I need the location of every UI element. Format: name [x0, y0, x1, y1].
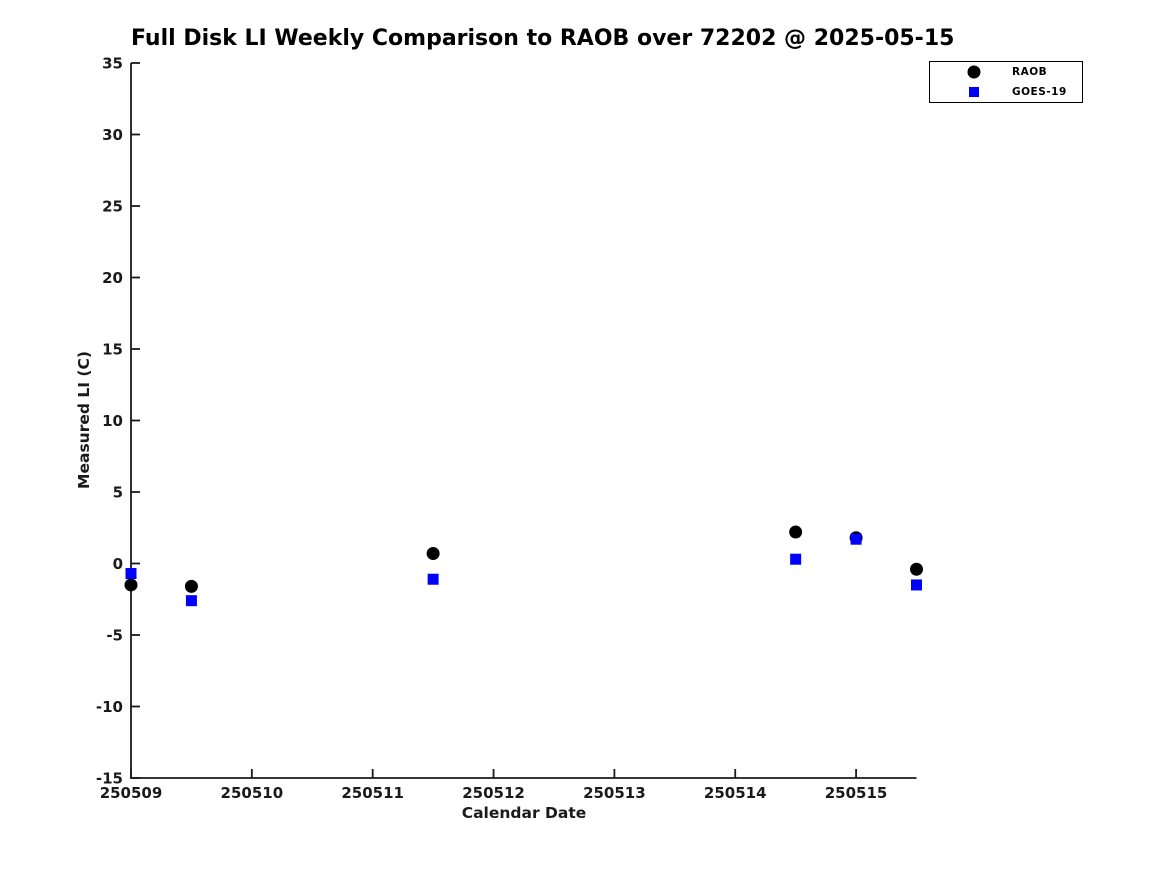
legend-item-raob: RAOB	[930, 62, 1082, 82]
data-point-goes-19	[185, 595, 197, 607]
y-tick-label: -15	[96, 770, 123, 788]
y-tick-label: 30	[102, 126, 123, 144]
y-tick-label: 5	[113, 484, 123, 502]
y-tick-label: 0	[113, 555, 123, 573]
data-point-raob	[910, 562, 923, 576]
goes-19-square-marker-icon	[969, 87, 979, 97]
y-tick-label: 35	[102, 55, 123, 73]
y-tick-label: 25	[102, 198, 123, 216]
data-point-goes-19	[427, 573, 439, 585]
x-axis-label: Calendar Date	[461, 804, 587, 822]
legend-item-goes-19: GOES-19	[930, 82, 1082, 102]
y-tick-label: 15	[102, 341, 123, 359]
data-point-goes-19	[850, 533, 862, 545]
y-tick-label: -10	[96, 698, 123, 716]
y-tick-label: -5	[106, 627, 123, 645]
data-point-goes-19	[911, 579, 922, 591]
x-tick-label: 250515	[825, 784, 888, 802]
raob-circle-marker-icon	[967, 65, 981, 79]
legend-label-raob: RAOB	[1012, 66, 1048, 78]
x-tick-label: 250509	[100, 784, 163, 802]
x-tick-label: 250513	[583, 784, 646, 802]
x-tick-label: 250510	[221, 784, 284, 802]
data-point-raob	[426, 546, 440, 560]
chart-title: Full Disk LI Weekly Comparison to RAOB o…	[131, 26, 955, 51]
legend-label-goes-19: GOES-19	[1012, 86, 1067, 98]
x-tick-label: 250514	[704, 784, 767, 802]
data-point-raob	[184, 579, 198, 593]
data-point-raob	[124, 578, 138, 592]
y-axis-label: Measured LI (C)	[75, 351, 93, 489]
data-point-goes-19	[790, 553, 802, 565]
data-point-raob	[789, 525, 803, 539]
y-tick-label: 20	[102, 269, 123, 287]
x-tick-label: 250511	[341, 784, 404, 802]
x-tick-label: 250512	[462, 784, 525, 802]
data-point-goes-19	[125, 568, 137, 580]
y-tick-label: 10	[102, 412, 123, 430]
legend: RAOB GOES-19	[929, 61, 1083, 103]
